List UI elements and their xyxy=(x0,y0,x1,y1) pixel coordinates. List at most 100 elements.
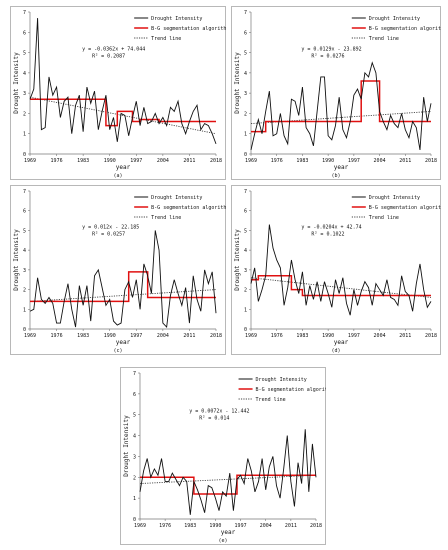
legend-label-drought: Drought Intensity xyxy=(151,16,202,22)
x-tick-label: 2011 xyxy=(399,158,411,164)
y-tick-label: 2 xyxy=(133,475,136,481)
x-tick-label: 2018 xyxy=(210,158,222,164)
trend-equation: y = 0.0072x - 12.442 xyxy=(189,408,249,414)
x-axis-label: year xyxy=(334,339,349,346)
y-tick-label: 5 xyxy=(133,413,136,419)
y-tick-label: 0 xyxy=(133,517,136,523)
legend-label-trend: Trend line xyxy=(151,36,181,42)
y-tick-label: 6 xyxy=(244,30,247,36)
drought-intensity-line xyxy=(250,224,432,316)
legend-label-bg: B-G segmentation algorithm xyxy=(256,387,326,393)
chart-e: 0 1 2 3 4 5 6 7 1969 1976 1983 1990 1997 2004 2011 2018… xyxy=(120,367,326,545)
drought-intensity-line xyxy=(29,230,217,329)
x-tick-label: 2004 xyxy=(374,333,386,339)
x-tick-label: 1990 xyxy=(322,158,334,164)
y-tick-label: 1 xyxy=(133,496,136,502)
chart-frame xyxy=(10,6,226,180)
r-squared: R² = 0.0276 xyxy=(311,53,344,59)
y-tick-label: 6 xyxy=(23,209,26,215)
y-tick-label: 1 xyxy=(244,307,247,313)
legend-label-trend: Trend line xyxy=(151,215,181,221)
y-tick-label: 6 xyxy=(244,209,247,215)
trend-line xyxy=(29,96,217,135)
y-tick-label: 7 xyxy=(23,10,26,16)
y-axis-label: Drought Intensity xyxy=(123,415,130,477)
bg-segmentation-line xyxy=(30,271,216,303)
x-tick-label: 1976 xyxy=(51,333,63,339)
panel-label: (b) xyxy=(331,173,340,179)
x-tick-label: 1997 xyxy=(348,158,360,164)
x-tick-label: 1969 xyxy=(245,158,257,164)
x-tick-label: 1969 xyxy=(134,523,146,529)
y-tick-label: 6 xyxy=(23,30,26,36)
drought-intensity-line xyxy=(250,61,432,151)
chart-b: 0 1 2 3 4 5 6 7 1969 1976 1983 1990 1997 2004 2011 2018… xyxy=(231,6,441,180)
x-tick-label: 2004 xyxy=(157,158,169,164)
r-squared: R² = 0.2087 xyxy=(92,53,125,59)
x-axis-label: year xyxy=(221,529,236,536)
chart-panel-e: 0 1 2 3 4 5 6 7 1969 1976 1983 1990 1997 2004 2011 2018… xyxy=(120,367,326,545)
drought-intensity-line xyxy=(29,18,217,145)
y-tick-label: 4 xyxy=(133,434,136,440)
y-tick-label: 5 xyxy=(23,51,26,57)
bg-segmentation-line xyxy=(251,80,431,133)
y-tick-label: 3 xyxy=(244,268,247,274)
y-tick-label: 5 xyxy=(23,228,26,234)
y-axis-label: Drought Intensity xyxy=(234,52,241,114)
x-tick-label: 1990 xyxy=(209,523,221,529)
legend-label-bg: B-G segmentation algorithm xyxy=(369,26,441,32)
panel-label: (a) xyxy=(113,173,122,179)
y-tick-label: 2 xyxy=(23,288,26,294)
trend-equation: y = -0.0204x + 42.74 xyxy=(301,224,361,230)
trend-equation: y = -0.0362x + 74.044 xyxy=(82,46,145,52)
y-tick-label: 7 xyxy=(23,189,26,195)
legend-label-drought: Drought Intensity xyxy=(369,195,420,201)
y-axis-label: Drought Intensity xyxy=(13,229,20,291)
r-squared: R² = 0.1022 xyxy=(311,231,344,237)
x-axis-label: year xyxy=(116,164,131,171)
y-tick-label: 0 xyxy=(23,152,26,158)
y-tick-label: 2 xyxy=(244,288,247,294)
legend-label-bg: B-G segmentation algorithm xyxy=(369,205,441,211)
drought-intensity-line xyxy=(139,429,317,515)
y-tick-label: 2 xyxy=(244,111,247,117)
y-tick-label: 1 xyxy=(23,132,26,138)
r-squared: R² = 0.014 xyxy=(199,415,229,421)
x-tick-label: 2011 xyxy=(183,333,195,339)
r-squared: R² = 0.0257 xyxy=(92,231,125,237)
chart-panel-c: 0 1 2 3 4 5 6 7 1969 1976 1983 1990 1997 2004 2011 2018… xyxy=(10,185,226,355)
x-tick-label: 2011 xyxy=(399,333,411,339)
x-tick-label: 1997 xyxy=(348,333,360,339)
x-tick-label: 2004 xyxy=(374,158,386,164)
x-tick-label: 1976 xyxy=(159,523,171,529)
x-tick-label: 2004 xyxy=(157,333,169,339)
y-tick-label: 3 xyxy=(244,91,247,97)
x-tick-label: 1983 xyxy=(77,333,89,339)
x-tick-label: 1997 xyxy=(235,523,247,529)
legend-label-drought: Drought Intensity xyxy=(256,377,307,383)
y-tick-label: 1 xyxy=(23,307,26,313)
y-tick-label: 0 xyxy=(244,152,247,158)
y-tick-label: 5 xyxy=(244,228,247,234)
chart-c: 0 1 2 3 4 5 6 7 1969 1976 1983 1990 1997 2004 2011 2018… xyxy=(10,185,226,355)
x-tick-label: 2018 xyxy=(425,158,437,164)
chart-d: 0 1 2 3 4 5 6 7 1969 1976 1983 1990 1997 2004 2011 2018… xyxy=(231,185,441,355)
y-tick-label: 0 xyxy=(23,327,26,333)
y-tick-label: 7 xyxy=(133,371,136,377)
chart-frame xyxy=(120,367,326,545)
x-tick-label: 1983 xyxy=(184,523,196,529)
x-axis-label: year xyxy=(116,339,131,346)
x-tick-label: 1969 xyxy=(24,158,36,164)
x-axis-label: year xyxy=(334,164,349,171)
x-tick-label: 1969 xyxy=(24,333,36,339)
x-tick-label: 2011 xyxy=(183,158,195,164)
bg-segmentation-line xyxy=(140,474,316,495)
x-tick-label: 2011 xyxy=(285,523,297,529)
legend-label-trend: Trend line xyxy=(256,397,286,403)
x-tick-label: 2018 xyxy=(210,333,222,339)
bg-segmentation-line xyxy=(251,275,431,297)
y-tick-label: 0 xyxy=(244,327,247,333)
x-tick-label: 1983 xyxy=(77,158,89,164)
x-tick-label: 1983 xyxy=(296,333,308,339)
legend-label-bg: B-G segmentation algorithm xyxy=(151,26,226,32)
